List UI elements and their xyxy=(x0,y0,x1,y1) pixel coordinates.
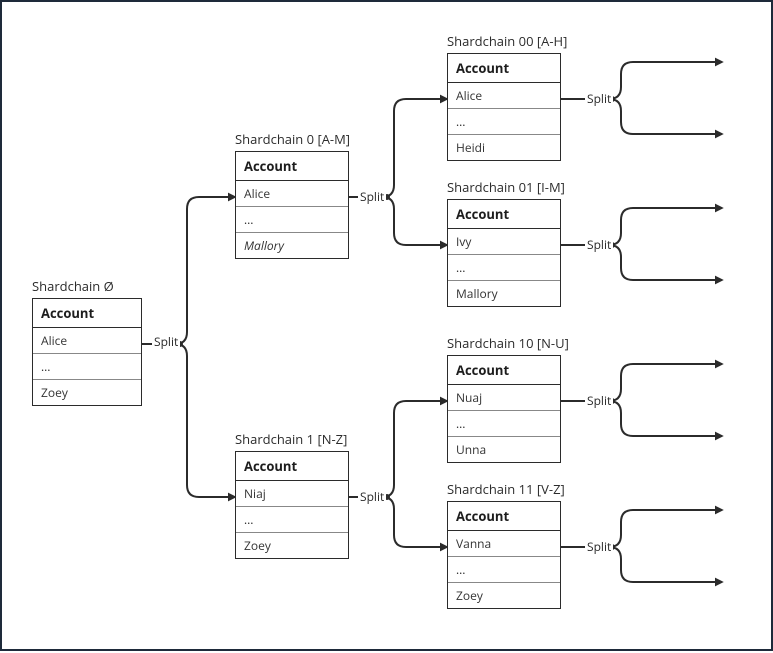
table-row: Alice xyxy=(33,328,141,354)
diagram-frame: Shardchain ØAccountAlice...ZoeyShardchai… xyxy=(0,0,773,651)
table-header: Account xyxy=(33,299,141,328)
edge xyxy=(142,197,235,344)
shard-table-s0: AccountAlice...Mallory xyxy=(235,151,349,259)
shard-title-s0: Shardchain 0 [A-M] xyxy=(235,130,350,148)
table-row: Zoey xyxy=(33,380,141,405)
shard-title-root: Shardchain Ø xyxy=(32,277,114,295)
shard-table-s01: AccountIvy...Mallory xyxy=(447,199,561,307)
shard-table-s10: AccountNuaj...Unna xyxy=(447,355,561,463)
table-row: ... xyxy=(448,255,560,281)
table-row: Niaj xyxy=(236,481,348,507)
split-label-root: Split xyxy=(152,333,180,350)
table-row: Unna xyxy=(448,437,560,462)
split-label-s1: Split xyxy=(358,488,386,505)
shard-title-s10: Shardchain 10 [N-U] xyxy=(447,334,569,352)
table-row: Alice xyxy=(448,83,560,109)
shard-title-s01: Shardchain 01 [I-M] xyxy=(447,178,565,196)
table-row: ... xyxy=(33,354,141,380)
table-row: Zoey xyxy=(236,533,348,558)
table-row: ... xyxy=(448,411,560,437)
shard-table-s00: AccountAlice...Heidi xyxy=(447,53,561,161)
split-label-s0: Split xyxy=(358,188,386,205)
table-row: Mallory xyxy=(236,233,348,258)
table-header: Account xyxy=(236,152,348,181)
table-row: Heidi xyxy=(448,135,560,160)
table-row: ... xyxy=(236,507,348,533)
table-row: Vanna xyxy=(448,531,560,557)
table-row: Ivy xyxy=(448,229,560,255)
table-row: Zoey xyxy=(448,583,560,608)
split-label-s00: Split xyxy=(585,90,613,107)
table-row: ... xyxy=(448,109,560,135)
table-header: Account xyxy=(448,356,560,385)
table-row: ... xyxy=(448,557,560,583)
shard-title-s1: Shardchain 1 [N-Z] xyxy=(235,430,347,448)
table-row: ... xyxy=(236,207,348,233)
table-header: Account xyxy=(448,200,560,229)
table-header: Account xyxy=(448,502,560,531)
shard-table-s11: AccountVanna...Zoey xyxy=(447,501,561,609)
table-row: Alice xyxy=(236,181,348,207)
shard-title-s11: Shardchain 11 [V-Z] xyxy=(447,480,565,498)
table-row: Mallory xyxy=(448,281,560,306)
split-label-s10: Split xyxy=(585,392,613,409)
shard-title-s00: Shardchain 00 [A-H] xyxy=(447,32,567,50)
table-header: Account xyxy=(236,452,348,481)
shard-table-s1: AccountNiaj...Zoey xyxy=(235,451,349,559)
split-label-s01: Split xyxy=(585,236,613,253)
table-row: Nuaj xyxy=(448,385,560,411)
split-label-s11: Split xyxy=(585,538,613,555)
shard-table-root: AccountAlice...Zoey xyxy=(32,298,142,406)
table-header: Account xyxy=(448,54,560,83)
edge xyxy=(349,99,447,197)
edge xyxy=(349,401,447,497)
edge xyxy=(142,344,235,497)
